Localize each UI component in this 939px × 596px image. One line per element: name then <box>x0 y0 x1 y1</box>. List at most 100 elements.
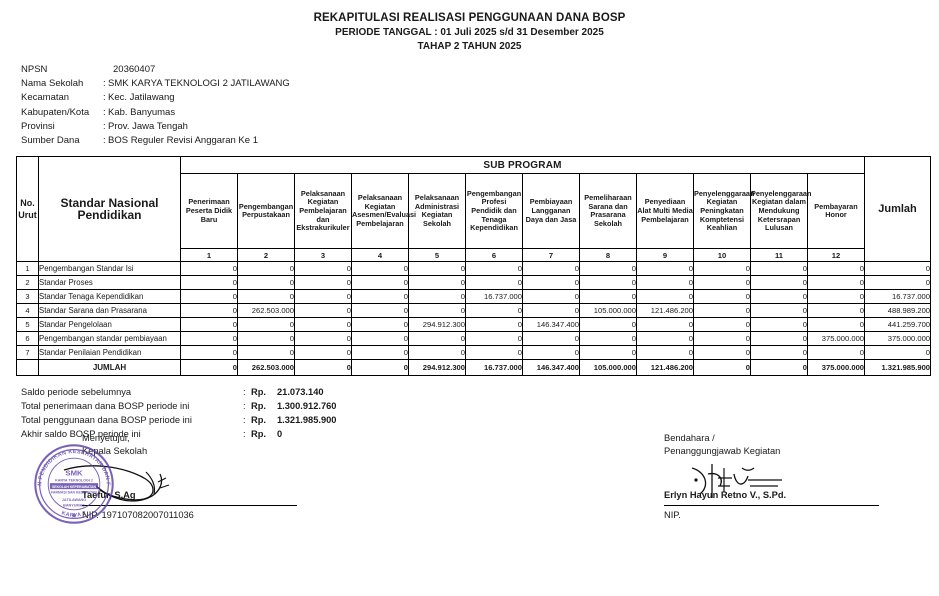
document-period: PERIODE TANGGAL : 01 Juli 2025 s/d 31 De… <box>335 27 604 38</box>
sum-value-col-6: 16.737.000 <box>465 359 523 377</box>
column-number-10: 10 <box>693 248 751 263</box>
sum-value-col-10: 0 <box>693 359 751 377</box>
table-row: 7 Standar Penilaian Pendidikan 0 0 0 0 0 0 0 0 0 0 0… <box>16 345 932 361</box>
header-row-column-numbers: 1 2 3 4 5 6 7 8 9 10 11 12 <box>17 248 931 263</box>
row-value-col-7: 0 <box>522 275 580 291</box>
summary-line: Total penerimaan dana BOSP periode ini: R… <box>21 399 939 413</box>
treasurer-signature-rule <box>664 505 879 506</box>
row-value-col-5: 0 <box>408 261 466 277</box>
row-value-col-9: 0 <box>636 317 694 333</box>
row-value-col-10: 0 <box>693 289 751 305</box>
identity-label: Kabupaten/Kota <box>21 106 90 118</box>
row-value-col-4: 0 <box>351 303 409 319</box>
row-number: 4 <box>16 303 39 319</box>
treasurer-nip: NIP. <box>664 510 681 520</box>
header-subprogram-4: Pelaksanaan Kegiatan Asesmen/Evaluasi Pe… <box>351 173 416 250</box>
summary-currency: Rp. <box>251 401 266 412</box>
row-value-col-10: 0 <box>693 261 751 277</box>
table-row: 1 Pengembangan Standar Isi 0 0 0 0 0 0 0 0 0 0 0 0 0 <box>16 261 932 277</box>
row-value-col-11: 0 <box>750 275 808 291</box>
row-number: 3 <box>16 289 39 305</box>
principal-name: Taefur, S.Ag <box>82 490 136 500</box>
row-value-col-3: 0 <box>294 317 352 333</box>
column-number-3: 3 <box>294 248 352 263</box>
treasurer-role-line2: Penanggungjawab Kegiatan <box>664 446 781 456</box>
row-value-col-2: 0 <box>237 331 295 347</box>
row-total: 375.000.000 <box>864 331 932 347</box>
identity-row: Nama Sekolah: SMK KARYA TEKNOLOGI 2 JATIL… <box>21 77 939 91</box>
signature-block-principal: Menyetujui, Kepala Sekolah Taefur, S.Ag … <box>82 432 312 520</box>
table-row: 6 Pengembangan standar pembiayaan 0 0 0 0 0 0 0 0… <box>16 331 932 347</box>
table-row: 4 Standar Sarana dan Prasarana 0 262.503.00… <box>16 303 932 319</box>
summary-currency: Rp. <box>251 387 266 398</box>
document-title-block: REKAPITULASI REALISASI PENGGUNAAN DANA B… <box>0 0 939 54</box>
school-identity-block: NPSN 20360407 Nama Sekolah: SMK KARYA TEKNO… <box>21 63 939 148</box>
table-row: 2 Standar Proses 0 0 0 0 0 0 0 0 0 0 0 0 0 <box>16 275 932 291</box>
row-value-col-8: 0 <box>579 317 637 333</box>
row-value-col-3: 0 <box>294 345 352 361</box>
summary-line: Total penggunaan dana BOSP periode ini: R… <box>21 413 939 427</box>
sum-row-label: JUMLAH <box>38 359 181 377</box>
identity-separator: : <box>103 135 106 147</box>
summary-label: Total penggunaan dana BOSP periode ini <box>21 415 192 426</box>
identity-label: Kecamatan <box>21 92 70 104</box>
row-value-col-4: 0 <box>351 275 409 291</box>
row-value-col-12: 0 <box>806 275 866 291</box>
header-subprogram-9: Penyediaan Alat Multi Media Pembelajaran <box>636 173 694 250</box>
row-value-col-5: 0 <box>408 289 466 305</box>
row-value-col-3: 0 <box>294 289 352 305</box>
row-value-col-1: 0 <box>180 331 238 347</box>
row-value-col-2: 0 <box>237 345 295 361</box>
row-value-col-2: 0 <box>237 261 295 277</box>
column-number-11: 11 <box>750 248 808 263</box>
header-subprogram-6: Pengembangan Profesi Pendidik dan Tenaga… <box>465 173 523 250</box>
row-number: 5 <box>16 317 39 333</box>
row-value-col-7: 146.347.400 <box>522 317 580 333</box>
row-total: 0 <box>864 345 932 361</box>
header-standar-nasional-pendidikan: Standar Nasional Pendidikan <box>38 156 181 263</box>
row-value-col-4: 0 <box>351 345 409 361</box>
row-standard-name: Pengembangan standar pembiayaan <box>38 331 181 347</box>
row-total: 488.989.200 <box>864 303 932 319</box>
header-subprogram-2: Pengembangan Perpustakaan <box>237 173 295 250</box>
row-value-col-1: 0 <box>180 275 238 291</box>
row-value-col-5: 0 <box>408 331 466 347</box>
identity-row: Kabupaten/Kota: Kab. Banyumas <box>21 106 939 120</box>
identity-separator: : <box>103 92 106 104</box>
row-value-col-6: 0 <box>465 317 523 333</box>
header-subprogram-1: Penerimaan Peserta Didik Baru <box>180 173 238 250</box>
row-value-col-12: 0 <box>806 317 866 333</box>
header-jumlah: Jumlah <box>864 156 932 263</box>
identity-label: Provinsi <box>21 120 55 132</box>
column-number-8: 8 <box>579 248 637 263</box>
table-row: 5 Standar Pengelolaan 0 0 0 0 294.912.300 0 146.… <box>16 317 932 333</box>
header-no-urut: No. Urut <box>16 156 39 263</box>
header-row-subprograms: Penerimaan Peserta Didik Baru Pengembanga… <box>17 173 931 250</box>
sum-value-col-12: 375.000.000 <box>806 359 866 377</box>
row-value-col-3: 0 <box>294 275 352 291</box>
identity-row: Provinsi: Prov. Jawa Tengah <box>21 120 939 134</box>
row-value-col-5: 0 <box>408 303 466 319</box>
header-row-group: No. Urut Standar Nasional Pendidikan SUB… <box>16 156 932 263</box>
row-value-col-1: 0 <box>180 317 238 333</box>
row-value-col-12: 0 <box>806 345 866 361</box>
sum-row-spacer <box>16 359 39 377</box>
column-number-4: 4 <box>351 248 409 263</box>
row-value-col-3: 0 <box>294 261 352 277</box>
row-value-col-12: 0 <box>806 289 866 305</box>
identity-value: SMK KARYA TEKNOLOGI 2 JATILAWANG <box>108 78 290 90</box>
header-subprogram-3: Pelaksanaan Kegiatan Pembelajaran dan Ek… <box>294 173 352 250</box>
recap-table-wrapper: No. Urut Standar Nasional Pendidikan SUB… <box>16 156 932 377</box>
row-value-col-7: 0 <box>522 331 580 347</box>
row-value-col-7: 0 <box>522 261 580 277</box>
row-value-col-1: 0 <box>180 345 238 361</box>
recap-table-head: No. Urut Standar Nasional Pendidikan SUB… <box>16 156 932 263</box>
page-title: REKAPITULASI REALISASI PENGGUNAAN DANA B… <box>313 12 626 24</box>
row-value-col-6: 0 <box>465 345 523 361</box>
row-value-col-12: 375.000.000 <box>806 331 866 347</box>
summary-line: Akhir saldo BOSP periode ini: Rp. 0 <box>21 427 939 441</box>
row-value-col-4: 0 <box>351 289 409 305</box>
column-number-12: 12 <box>806 248 866 263</box>
column-number-2: 2 <box>237 248 295 263</box>
principal-nip: NIP. 197107082007011036 <box>82 510 194 520</box>
